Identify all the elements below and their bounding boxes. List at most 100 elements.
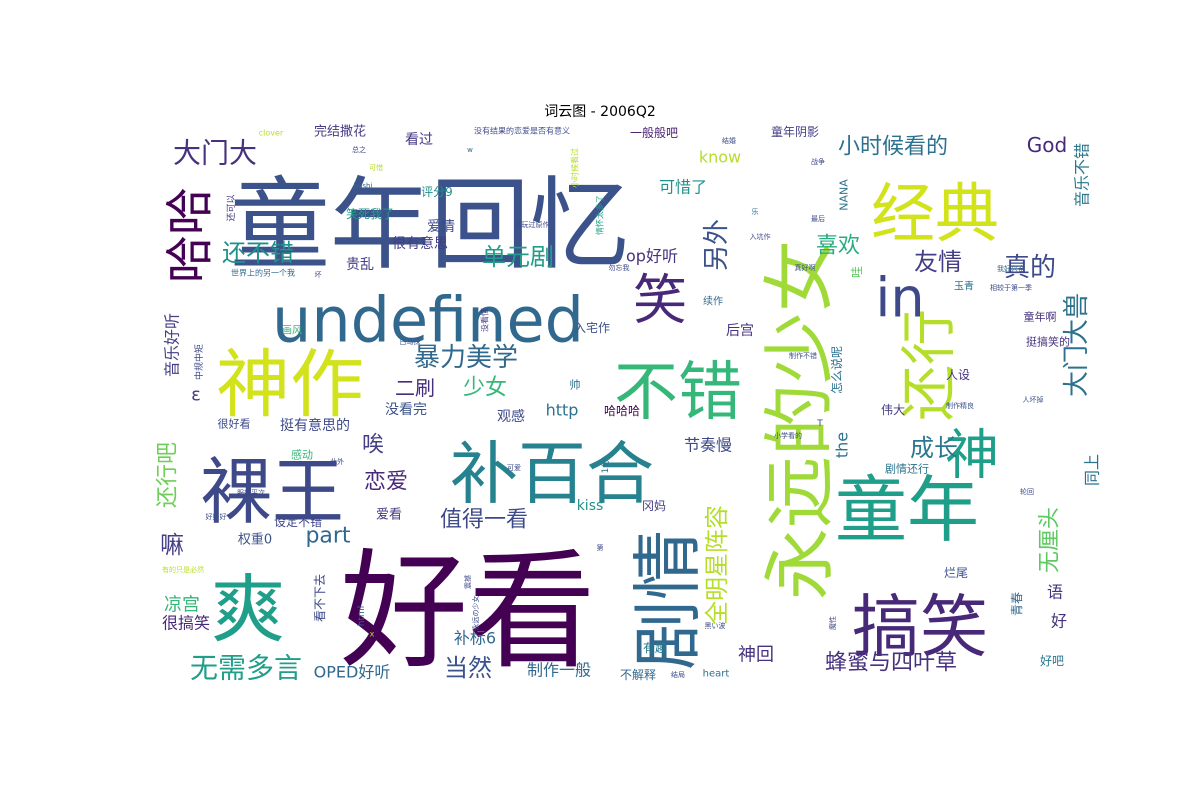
cloud-word: 无厘头	[1038, 507, 1063, 573]
cloud-word: 还行吧	[156, 442, 181, 508]
cloud-word: 真好啊	[795, 263, 816, 272]
cloud-word: 玉青	[954, 280, 974, 293]
cloud-word: 还行	[898, 309, 963, 421]
cloud-word: 好好好	[206, 512, 227, 521]
cloud-word: 画风	[282, 325, 302, 337]
cloud-word: 可惜了	[659, 178, 707, 197]
cloud-word: 结婚	[722, 136, 736, 145]
cloud-word: 少女	[463, 376, 507, 401]
cloud-word: the	[833, 432, 852, 458]
cloud-word: 伟大	[881, 403, 905, 417]
cloud-word: part	[305, 524, 350, 549]
cloud-word: NANA	[838, 179, 851, 211]
cloud-word: 震撼	[463, 575, 472, 589]
cloud-word: 搞笑	[852, 589, 988, 668]
cloud-word: 设定不错	[274, 514, 322, 529]
cloud-word: 最后	[811, 214, 825, 223]
cloud-word: 相较于第一季	[990, 283, 1032, 292]
cloud-word: 童年啊	[1024, 310, 1057, 324]
cloud-word: 制作一般	[527, 661, 591, 680]
cloud-word: 情怀太多了	[595, 195, 605, 235]
cloud-word: http	[546, 401, 579, 420]
cloud-word: 没有结果的恋爱是否有意义	[474, 126, 570, 136]
cloud-word: 哈哈	[162, 187, 218, 283]
cloud-word: 同上	[1083, 454, 1102, 486]
cloud-word: 哇	[850, 266, 864, 278]
cloud-word: clover	[259, 129, 284, 138]
cloud-word: 哈哈哈	[604, 404, 640, 418]
cloud-word: 爱看	[376, 507, 402, 523]
cloud-word: 音乐不错	[1073, 143, 1092, 207]
cloud-word: T	[816, 419, 823, 429]
cloud-word: 神	[945, 424, 999, 487]
cloud-word: 爱情	[427, 219, 455, 235]
cloud-word: 白马探	[400, 337, 421, 346]
cloud-word: 补标6	[454, 629, 496, 648]
cloud-word: 爽	[211, 567, 285, 653]
cloud-word: 1分	[600, 459, 611, 474]
cloud-word: 暴力美学	[414, 343, 518, 373]
cloud-word: 有趣	[643, 640, 667, 655]
cloud-word: 经典	[871, 178, 999, 252]
cloud-word: 童年回忆	[230, 167, 630, 284]
cloud-word: 不错	[614, 356, 742, 430]
cloud-word: 制作不错	[789, 351, 817, 360]
cloud-word: 还可以	[225, 194, 237, 221]
cloud-word: 笑死我了	[346, 206, 394, 221]
cloud-word: 当然	[444, 654, 492, 682]
cloud-word: 冈妈	[642, 499, 666, 513]
cloud-word: 大门大	[173, 137, 257, 170]
cloud-word: 续作	[703, 295, 723, 308]
cloud-word: 真的	[1004, 253, 1056, 283]
cloud-word: 青春	[1010, 592, 1024, 616]
cloud-word: 权重0	[238, 532, 272, 548]
cloud-word: 观感	[497, 408, 525, 425]
cloud-word: 唉	[362, 433, 384, 458]
cloud-word: 总之	[352, 145, 366, 154]
cloud-word: heart	[703, 669, 730, 680]
cloud-word: 挺有意思的	[280, 417, 350, 434]
cloud-word: 很搞笑	[162, 614, 210, 633]
cloud-word: kiss	[577, 498, 604, 514]
cloud-word: 世界上的另一个我	[231, 268, 295, 278]
cloud-word: 制作精良	[946, 401, 974, 410]
cloud-word: 剧情	[627, 530, 709, 670]
cloud-word: 服部平次	[237, 488, 265, 497]
cloud-word: 后宫	[726, 323, 754, 339]
cloud-word: 全明星阵容	[703, 505, 731, 625]
cloud-word: 帅	[570, 379, 581, 392]
cloud-word: 战争	[811, 157, 825, 166]
cloud-word: 无需多言	[190, 652, 302, 685]
cloud-word: 坏	[315, 271, 322, 279]
cloud-word: 值得一看	[440, 508, 528, 533]
cloud-word: know	[699, 148, 741, 167]
cloud-word: 大门大兽	[1062, 293, 1092, 397]
cloud-word: 成长	[910, 434, 958, 462]
cloud-word: 嘛	[160, 531, 184, 559]
cloud-word: 小时候看过	[570, 148, 580, 188]
cloud-word: 童年	[835, 468, 979, 552]
cloud-word: 人设	[946, 368, 970, 382]
cloud-word: 永远的少女	[758, 240, 842, 600]
cloud-word: 好吧	[1040, 654, 1064, 668]
cloud-word: 怎么说呢	[829, 346, 844, 394]
cloud-word: 另外	[702, 219, 732, 271]
cloud-word: 很有意思	[392, 235, 448, 252]
cloud-word: 乐	[752, 207, 759, 216]
cloud-word: 看不下去	[313, 574, 327, 622]
cloud-word: 蜂蜜与四叶草	[825, 651, 957, 676]
cloud-word: 友情	[914, 248, 962, 276]
cloud-word: 烂尾	[944, 566, 968, 580]
cloud-word: 二刷	[395, 376, 435, 400]
cloud-word: w	[467, 146, 473, 154]
cloud-word: 神作	[216, 342, 364, 428]
cloud-word: 完结撒花	[314, 124, 366, 140]
chart-title: 词云图 - 2006Q2	[544, 104, 656, 120]
cloud-word: 好看	[340, 538, 596, 687]
cloud-word: 勿忘我	[609, 263, 630, 272]
cloud-word: 人坏掉	[1023, 395, 1044, 404]
cloud-word: bushi	[354, 182, 373, 190]
cloud-word: 凉宫	[164, 595, 200, 616]
